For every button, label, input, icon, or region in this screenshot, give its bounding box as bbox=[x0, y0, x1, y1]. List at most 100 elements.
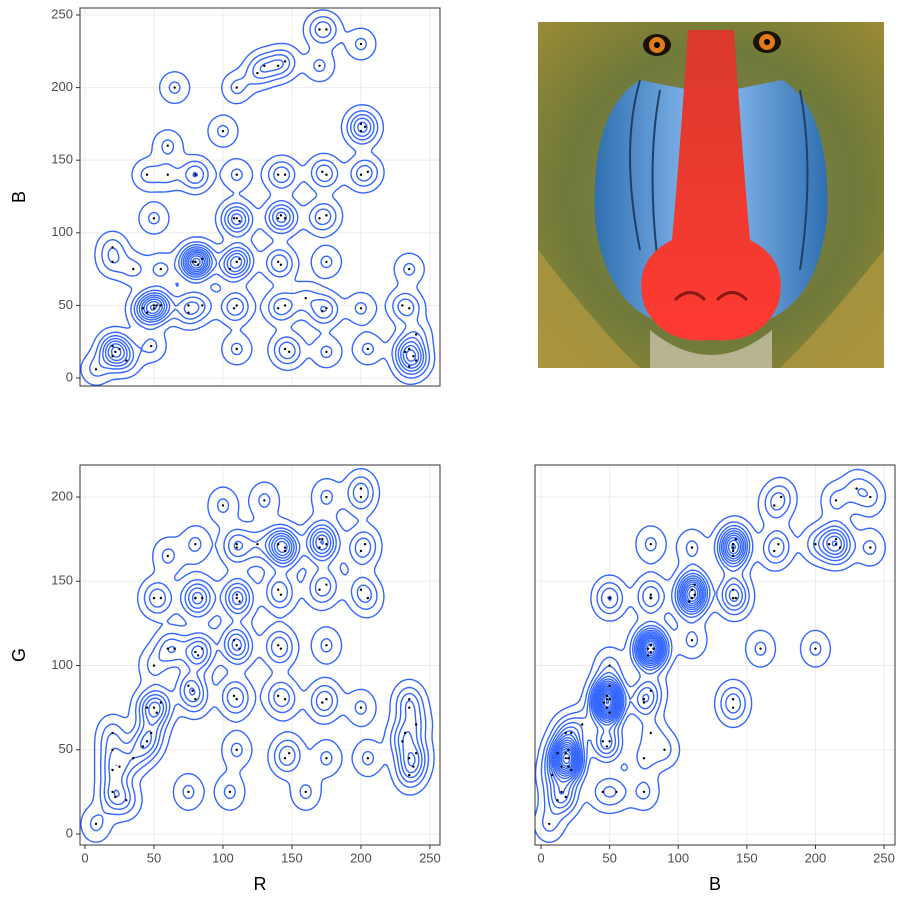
point bbox=[125, 799, 128, 802]
contour bbox=[535, 468, 887, 843]
point bbox=[276, 173, 280, 176]
point bbox=[403, 350, 407, 354]
point bbox=[359, 487, 363, 490]
panel-border bbox=[534, 464, 896, 846]
panel-border bbox=[79, 7, 441, 387]
point bbox=[734, 596, 738, 600]
point bbox=[325, 307, 328, 310]
point bbox=[608, 664, 611, 667]
point bbox=[132, 757, 135, 760]
point bbox=[111, 260, 114, 264]
point bbox=[605, 694, 609, 698]
point bbox=[141, 745, 145, 748]
point bbox=[276, 307, 280, 310]
point bbox=[276, 260, 280, 264]
point bbox=[114, 795, 117, 799]
point bbox=[283, 173, 287, 176]
point bbox=[814, 543, 817, 546]
point bbox=[321, 701, 324, 704]
point bbox=[690, 546, 694, 549]
point bbox=[412, 355, 415, 358]
x-tick-label: 200 bbox=[805, 850, 827, 865]
point bbox=[556, 751, 559, 755]
point bbox=[191, 689, 194, 693]
y-tick-label: 50 bbox=[59, 297, 73, 312]
point bbox=[276, 694, 280, 698]
point bbox=[141, 307, 145, 310]
point bbox=[408, 698, 411, 701]
point bbox=[149, 344, 153, 348]
point bbox=[602, 701, 606, 704]
x-tick-label: 250 bbox=[419, 850, 441, 865]
point bbox=[238, 647, 241, 650]
x-tick-label: 50 bbox=[147, 850, 161, 865]
point bbox=[283, 549, 287, 553]
point bbox=[359, 549, 363, 553]
point bbox=[111, 768, 114, 772]
panel: 0 50 100 150 200 250 B bbox=[9, 6, 441, 387]
contour bbox=[273, 537, 325, 557]
point bbox=[642, 757, 646, 760]
point bbox=[570, 768, 573, 772]
point bbox=[649, 596, 652, 600]
contour bbox=[80, 9, 436, 386]
point bbox=[318, 64, 321, 67]
contour bbox=[276, 540, 288, 553]
point bbox=[325, 350, 328, 354]
point bbox=[608, 711, 611, 714]
point bbox=[201, 596, 204, 600]
y-tick-label: 100 bbox=[51, 657, 73, 672]
y-tick-label: 0 bbox=[66, 825, 73, 840]
point bbox=[159, 596, 163, 600]
point bbox=[564, 751, 567, 755]
point bbox=[412, 765, 415, 768]
point bbox=[159, 701, 163, 704]
point bbox=[152, 596, 156, 600]
contour bbox=[556, 588, 697, 773]
point bbox=[731, 549, 735, 553]
point bbox=[111, 748, 114, 751]
point bbox=[194, 543, 197, 546]
point bbox=[359, 588, 363, 591]
point bbox=[556, 799, 559, 802]
contour bbox=[548, 530, 845, 804]
point bbox=[646, 654, 650, 657]
point bbox=[201, 647, 204, 650]
point bbox=[693, 593, 696, 596]
contour bbox=[80, 468, 435, 843]
x-axis-title: R bbox=[254, 874, 267, 894]
point bbox=[276, 64, 280, 67]
point bbox=[276, 588, 280, 591]
point bbox=[118, 765, 121, 768]
point bbox=[279, 593, 283, 596]
point bbox=[834, 537, 838, 541]
point bbox=[408, 773, 411, 777]
point bbox=[304, 296, 307, 300]
point bbox=[359, 173, 363, 176]
point bbox=[194, 260, 197, 264]
point bbox=[814, 647, 817, 650]
point bbox=[325, 644, 328, 647]
point bbox=[318, 217, 321, 220]
point bbox=[187, 790, 190, 794]
point bbox=[649, 689, 652, 693]
point bbox=[649, 644, 652, 647]
point bbox=[111, 246, 114, 249]
contour bbox=[107, 249, 420, 366]
contour bbox=[554, 539, 740, 777]
point bbox=[152, 304, 156, 307]
y-tick-label: 250 bbox=[51, 6, 73, 21]
y-axis-title: B bbox=[9, 191, 29, 203]
point bbox=[321, 170, 324, 174]
point bbox=[191, 260, 194, 264]
point bbox=[238, 600, 241, 603]
contour bbox=[148, 534, 416, 767]
point bbox=[601, 790, 604, 794]
point bbox=[159, 267, 163, 271]
point bbox=[166, 554, 169, 558]
point bbox=[235, 596, 238, 600]
contour bbox=[104, 121, 422, 369]
point bbox=[321, 310, 324, 313]
contour bbox=[540, 478, 878, 832]
